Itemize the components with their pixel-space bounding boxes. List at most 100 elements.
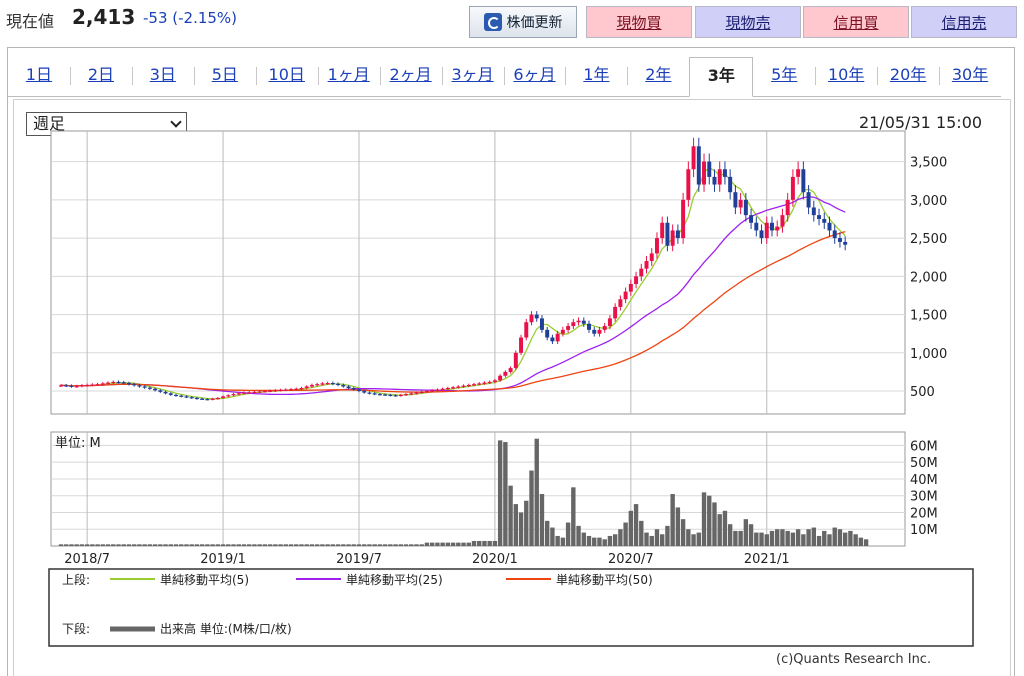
tab-10y[interactable]: 10年 bbox=[815, 57, 877, 96]
period-tabs: 1日 2日 3日 5日 10日 1ヶ月 2ヶ月 3ヶ月 6ヶ月 1年 2年 3年… bbox=[8, 57, 1001, 97]
volume-bar bbox=[842, 532, 848, 546]
volume-bar bbox=[639, 520, 644, 546]
candle-body bbox=[654, 238, 659, 254]
price-tick-label: 1,500 bbox=[910, 309, 947, 324]
volume-bar bbox=[262, 544, 268, 546]
period-select-value: 週足 bbox=[33, 114, 66, 133]
volume-bar bbox=[393, 544, 398, 546]
volume-bar bbox=[231, 544, 236, 546]
volume-bar bbox=[414, 544, 419, 546]
candle-body bbox=[168, 393, 173, 395]
tab-30y[interactable]: 30年 bbox=[939, 57, 1001, 96]
volume-bar bbox=[754, 532, 759, 546]
candle-body bbox=[550, 337, 555, 342]
chart-area bbox=[13, 99, 1011, 676]
candle-body bbox=[74, 386, 79, 388]
tab-3d[interactable]: 3日 bbox=[131, 57, 194, 96]
volume-bar bbox=[795, 529, 801, 546]
tab-5d[interactable]: 5日 bbox=[193, 57, 256, 96]
volume-bar bbox=[58, 544, 64, 546]
legend-lower-label: 下段: bbox=[62, 621, 90, 636]
axis-labels: 500 1,000 1,500 2,000 2,500 3,000 3,500 10M 20M3… bbox=[64, 156, 947, 567]
candle-body bbox=[508, 368, 513, 372]
candle-body bbox=[607, 318, 612, 327]
volume-bar bbox=[733, 530, 738, 546]
candle-body bbox=[142, 386, 147, 388]
price-tick-label: 3,500 bbox=[910, 156, 947, 171]
volume-bar bbox=[801, 534, 806, 546]
volume-bar bbox=[555, 535, 560, 546]
candle-body bbox=[837, 238, 842, 242]
tab-3m[interactable]: 3ヶ月 bbox=[441, 57, 504, 96]
volume-bar bbox=[199, 544, 205, 546]
candle-body bbox=[529, 314, 534, 323]
candle-body bbox=[738, 199, 743, 208]
candle-body bbox=[132, 384, 137, 386]
price-tick-label: 3,000 bbox=[910, 194, 947, 209]
tab-2d[interactable]: 2日 bbox=[69, 57, 132, 96]
tab-1y[interactable]: 1年 bbox=[565, 57, 627, 96]
candle-body bbox=[649, 253, 654, 262]
volume-bar bbox=[524, 500, 529, 546]
margin-buy-button[interactable]: 信用買 bbox=[803, 6, 909, 38]
refresh-label: 株価更新 bbox=[506, 15, 563, 31]
volume-bar bbox=[550, 527, 555, 546]
volume-bar bbox=[712, 502, 717, 546]
candle-body bbox=[414, 392, 419, 394]
volume-bar bbox=[612, 534, 618, 546]
time-tick-label: 2021/1 bbox=[744, 552, 790, 567]
volume-bar bbox=[822, 530, 827, 546]
candle-body bbox=[299, 387, 304, 390]
candle-body bbox=[194, 397, 199, 400]
timestamp: 21/05/31 15:00 bbox=[859, 113, 983, 132]
candle-body bbox=[644, 261, 649, 269]
volume-bar bbox=[314, 544, 320, 546]
tab-1d[interactable]: 1日 bbox=[25, 65, 53, 84]
candle-body bbox=[362, 391, 367, 393]
volume-bar bbox=[660, 534, 665, 546]
volume-bar bbox=[518, 512, 524, 546]
tab-10d[interactable]: 10日 bbox=[255, 57, 318, 96]
volume-bar bbox=[330, 544, 336, 546]
volume-bar bbox=[105, 544, 111, 546]
spot-sell-button[interactable]: 現物売 bbox=[695, 6, 801, 38]
tab-2m[interactable]: 2ヶ月 bbox=[379, 57, 442, 96]
volume-bar bbox=[341, 544, 346, 546]
candle-body bbox=[665, 222, 670, 246]
tab-3y[interactable]: 3年 bbox=[689, 57, 754, 97]
candle-body bbox=[153, 388, 158, 391]
volume-bar bbox=[137, 544, 142, 546]
candle-body bbox=[315, 384, 320, 386]
candle-body bbox=[210, 398, 215, 400]
volume-unit-label: 単位: M bbox=[55, 435, 101, 451]
candle-body bbox=[69, 385, 74, 387]
volume-bar bbox=[294, 544, 299, 546]
volume-bar bbox=[126, 544, 132, 546]
candle-body bbox=[691, 146, 696, 170]
tab-1m[interactable]: 1ヶ月 bbox=[317, 57, 380, 96]
candle-body bbox=[524, 322, 529, 338]
time-tick-label: 2020/7 bbox=[608, 552, 654, 567]
refresh-button[interactable]: 株価更新 bbox=[469, 6, 577, 38]
tab-5y[interactable]: 5年 bbox=[771, 65, 798, 84]
time-tick-label: 2019/1 bbox=[200, 552, 246, 567]
margin-sell-button[interactable]: 信用売 bbox=[911, 6, 1017, 38]
price-change: -53 (-2.15%) bbox=[143, 9, 238, 27]
volume-bar bbox=[121, 544, 126, 546]
candle-body bbox=[404, 394, 409, 396]
candle-body bbox=[106, 382, 111, 384]
volume-bar bbox=[403, 544, 409, 546]
spot-buy-button[interactable]: 現物買 bbox=[586, 6, 692, 38]
tab-6m[interactable]: 6ヶ月 bbox=[503, 57, 566, 96]
tab-2y[interactable]: 2年 bbox=[627, 57, 689, 96]
candle-body bbox=[618, 299, 623, 307]
tab-20y[interactable]: 20年 bbox=[877, 57, 939, 96]
volume-bar bbox=[513, 504, 519, 546]
candle-body bbox=[472, 384, 476, 386]
ma50-line bbox=[60, 230, 846, 393]
candle-body bbox=[613, 306, 618, 319]
volume-bar bbox=[477, 540, 482, 546]
candle-body bbox=[346, 386, 351, 388]
volume-bar bbox=[769, 530, 775, 546]
volume-bar bbox=[534, 438, 539, 546]
